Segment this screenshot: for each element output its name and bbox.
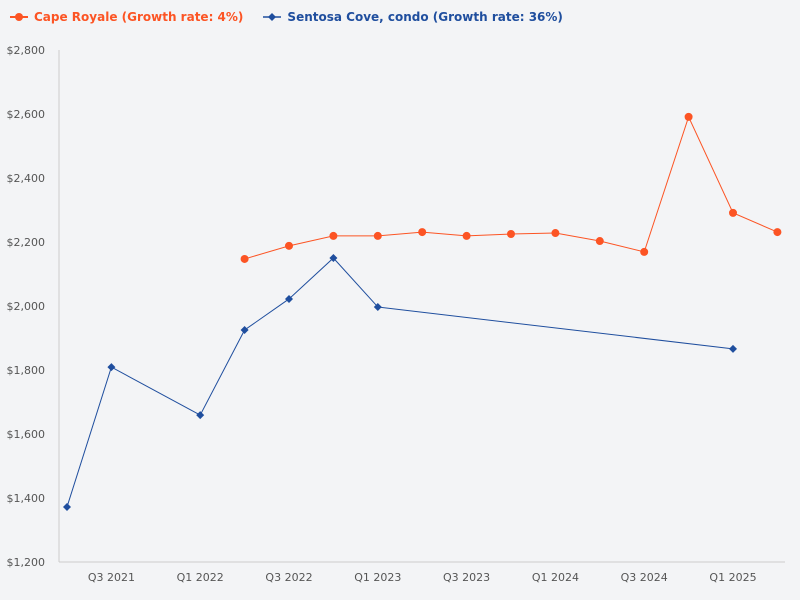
data-point [240,326,249,334]
x-tick-label: Q1 2024 [532,571,579,584]
x-tick-label: Q1 2025 [709,571,756,584]
x-tick-label: Q3 2022 [265,571,312,584]
data-point [773,228,782,237]
data-point [595,237,604,246]
y-tick-label: $2,800 [7,44,46,57]
data-point [373,302,382,311]
diamond-marker-icon [263,13,282,21]
data-point [373,231,382,240]
data-point [729,208,737,217]
x-tick-label: Q1 2022 [177,571,224,584]
x-tick-label: Q3 2023 [443,571,490,584]
circle-marker-icon [10,13,28,21]
series-line-1 [66,257,734,508]
legend-item-sentosa-cove[interactable]: Sentosa Cove, condo (Growth rate: 36%) [263,10,563,24]
legend-item-cape-royale[interactable]: Cape Royale (Growth rate: 4%) [10,10,243,24]
y-tick-label: $1,800 [7,364,46,377]
data-point [285,241,293,250]
x-tick-label: Q3 2024 [621,571,668,584]
data-point [640,247,649,256]
data-point [418,228,427,237]
data-point [684,112,693,121]
data-point [107,363,116,372]
y-tick-label: $1,200 [7,556,46,569]
data-point [507,230,515,238]
data-point [329,231,338,240]
data-point [63,502,71,511]
data-point [196,411,205,420]
y-tick-label: $2,000 [7,300,46,313]
x-tick-label: Q1 2023 [354,571,401,584]
y-tick-label: $1,600 [7,428,46,441]
data-point [240,254,249,263]
y-tick-label: $2,600 [7,108,46,121]
data-point [462,231,471,240]
data-point [729,344,737,353]
data-point [329,254,338,262]
data-point [285,294,293,303]
x-tick-label: Q3 2021 [88,571,135,584]
legend: Cape Royale (Growth rate: 4%) Sentosa Co… [10,10,563,24]
y-tick-label: $2,400 [7,172,46,185]
y-tick-label: $2,200 [7,236,46,249]
data-point [551,229,560,238]
y-tick-label: $1,400 [7,492,46,505]
legend-label: Sentosa Cove, condo (Growth rate: 36%) [287,10,563,24]
legend-label: Cape Royale (Growth rate: 4%) [34,10,244,24]
